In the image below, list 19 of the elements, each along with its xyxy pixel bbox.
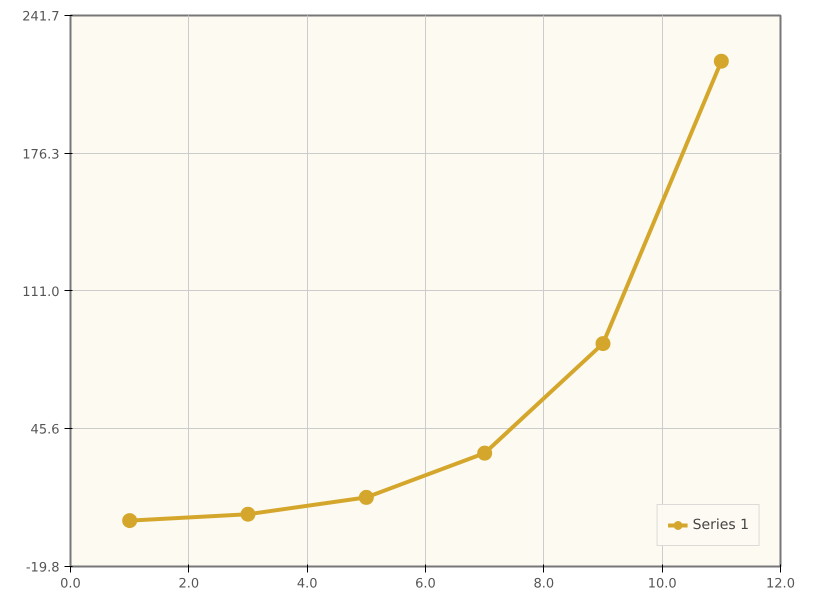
x-tick-label: 0.0 bbox=[60, 576, 81, 592]
point bbox=[477, 446, 492, 461]
legend-label: Series 1 bbox=[692, 517, 749, 533]
y-tick-label: -19.8 bbox=[26, 560, 60, 576]
y-tick-label: 241.7 bbox=[22, 10, 60, 24]
x-tick-label: 12.0 bbox=[766, 576, 795, 592]
x-tick-label: 4.0 bbox=[296, 576, 318, 592]
x-tick-label: 10.0 bbox=[648, 576, 677, 592]
point bbox=[358, 490, 374, 505]
y-tick-label: 45.6 bbox=[30, 422, 60, 438]
y-tick-label: 111.0 bbox=[22, 284, 60, 300]
y-tick-label: 176.3 bbox=[22, 147, 60, 162]
x-tick-label: 2.0 bbox=[178, 576, 200, 592]
x-tick-label: 6.0 bbox=[415, 576, 436, 592]
point bbox=[714, 54, 729, 69]
point bbox=[240, 506, 256, 522]
x-tick-label: 8.0 bbox=[533, 576, 554, 592]
point bbox=[596, 336, 610, 352]
point bbox=[122, 513, 138, 528]
